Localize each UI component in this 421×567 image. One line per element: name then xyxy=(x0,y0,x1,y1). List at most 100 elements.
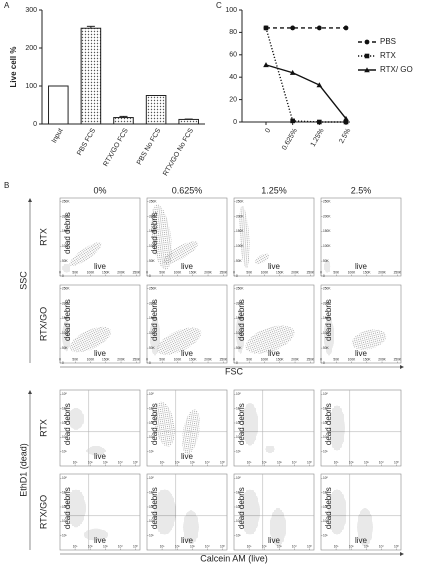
y-tick-label: 100 xyxy=(225,7,237,14)
annotation: dead debris xyxy=(150,299,159,341)
y-tick-label: 10³ xyxy=(149,505,154,509)
annotation: dead debris xyxy=(237,487,246,529)
arrow-head xyxy=(28,390,32,394)
panel-label: C xyxy=(216,1,222,10)
y-tick-label: 0 xyxy=(323,361,325,365)
y-tick-label: 10¹ xyxy=(236,534,241,538)
x-tick-label: 10³ xyxy=(277,544,282,548)
x-tick-label: 10³ xyxy=(103,544,108,548)
y-tick-label: 10¹ xyxy=(149,450,154,454)
x-tick-label: 150K xyxy=(363,357,371,361)
annotation: live xyxy=(355,536,368,545)
event-cloud xyxy=(270,508,286,547)
y-tick-label: 0 xyxy=(33,121,37,128)
y-tick-label: 250K xyxy=(62,286,70,290)
x-tick-label: 0 xyxy=(146,270,148,274)
y-tick-label: 10¹ xyxy=(323,534,328,538)
x-tick-label: 10⁴ xyxy=(292,460,298,464)
annotation: dead debris xyxy=(63,487,72,529)
y-tick-label: 10² xyxy=(323,519,328,523)
x-tick-label: 10⁵ xyxy=(394,544,400,548)
event-cloud xyxy=(324,316,334,356)
y-tick-label: 150K xyxy=(149,316,157,320)
annotation: dead debris xyxy=(237,403,246,445)
bar xyxy=(113,117,134,125)
annotation: dead debris xyxy=(324,487,333,529)
x-tick-label: 50K xyxy=(333,270,340,274)
x-tick-label: 250K xyxy=(220,270,228,274)
annotation: live xyxy=(181,452,194,461)
y-tick-label: 10⁴ xyxy=(236,406,242,410)
x-tick-label: 150K xyxy=(189,357,197,361)
annotation: live xyxy=(94,349,107,358)
point xyxy=(290,25,296,31)
x-tick-label: 10³ xyxy=(364,460,369,464)
y-tick-label: 10⁴ xyxy=(323,490,329,494)
y-tick-label: 150K xyxy=(149,229,157,233)
x-tick-label: 250K xyxy=(133,357,141,361)
y-tick-label: 10⁵ xyxy=(323,476,329,480)
event-cloud xyxy=(240,489,260,535)
x-tick-label: 1.25% xyxy=(310,127,326,148)
annotation: dead debris xyxy=(150,212,159,254)
x-tick-label: 200K xyxy=(291,357,299,361)
x-tick-label: PBS No FCS xyxy=(136,127,163,166)
event-cloud xyxy=(163,241,199,264)
error-bar xyxy=(119,115,128,118)
y-tick-label: 10⁵ xyxy=(149,392,155,396)
panel-label: A xyxy=(4,1,10,10)
series-line xyxy=(265,64,347,120)
event-cloud xyxy=(329,405,345,451)
x-tick-label: 0 xyxy=(233,270,235,274)
plot-frame xyxy=(320,197,402,277)
x-tick-label: 10⁵ xyxy=(220,544,226,548)
point xyxy=(290,118,295,124)
y-tick-label: 250K xyxy=(323,199,331,203)
y-axis-label: EthD1 (dead) xyxy=(18,443,28,497)
event-cloud xyxy=(236,309,245,354)
annotation: live xyxy=(181,536,194,545)
series-line xyxy=(265,27,346,123)
event-cloud xyxy=(69,326,112,353)
x-tick-label: 10² xyxy=(349,460,354,464)
x-tick-label: 10⁴ xyxy=(379,460,385,464)
x-tick-label: 100K xyxy=(348,357,356,361)
x-tick-label: 150K xyxy=(189,270,197,274)
row-label: RTX xyxy=(38,228,48,246)
event-cloud xyxy=(351,329,387,350)
y-tick-label: 10² xyxy=(323,435,328,439)
event-cloud xyxy=(150,204,172,270)
error-bar xyxy=(86,25,95,29)
event-cloud xyxy=(62,320,71,352)
x-tick-label: 250K xyxy=(394,270,402,274)
x-tick-label: 10⁴ xyxy=(118,460,124,464)
annotation: live xyxy=(355,349,368,358)
y-axis-label: Live cell % xyxy=(9,47,18,88)
x-tick-label: 50K xyxy=(159,357,166,361)
x-tick-label: 10¹ xyxy=(73,460,78,464)
point xyxy=(316,82,323,88)
x-tick-label: 10¹ xyxy=(247,460,252,464)
y-tick-label: 10³ xyxy=(236,505,241,509)
event-cloud xyxy=(66,489,86,528)
x-tick-label: 2.5% xyxy=(338,127,352,144)
event-cloud xyxy=(68,408,84,430)
x-tick-label: 0 xyxy=(320,270,322,274)
x-tick-label: PBS FCS xyxy=(76,127,97,157)
legend-label: RTX xyxy=(380,51,397,60)
x-tick-label: 50K xyxy=(246,357,253,361)
x-tick-label: Input xyxy=(51,127,65,144)
event-cloud xyxy=(156,327,202,355)
y-tick-label: 10² xyxy=(149,519,154,523)
y-tick-label: 10⁵ xyxy=(62,476,68,480)
x-tick-label: 150K xyxy=(276,270,284,274)
y-tick-label: 0 xyxy=(62,361,64,365)
annotation: dead debris xyxy=(237,299,246,341)
annotation: live xyxy=(355,262,368,271)
y-tick-label: 50K xyxy=(62,346,69,350)
x-tick-label: 10² xyxy=(88,544,93,548)
y-tick-label: 100K xyxy=(62,331,70,335)
x-tick-label: 10⁴ xyxy=(118,544,124,548)
event-cloud xyxy=(153,489,176,535)
y-tick-label: 10³ xyxy=(323,421,328,425)
